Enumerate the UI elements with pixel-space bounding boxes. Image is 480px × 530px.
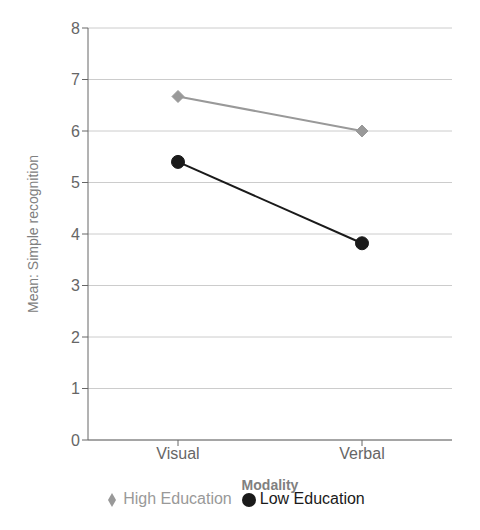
html-text:Low Education: Low Education — [259, 490, 365, 507]
svg-text:Modality: Modality — [242, 477, 299, 493]
svg-text:4: 4 — [71, 226, 80, 243]
svg-text:Visual: Visual — [156, 445, 199, 462]
svg-text:0: 0 — [71, 432, 80, 449]
svg-text:2: 2 — [71, 329, 80, 346]
svg-text:5: 5 — [71, 174, 80, 191]
svg-text:6: 6 — [71, 123, 80, 140]
svg-text:Mean: Simple recognition: Mean: Simple recognition — [25, 155, 41, 313]
svg-text:3: 3 — [71, 277, 80, 294]
svg-text:7: 7 — [71, 71, 80, 88]
svg-text:8: 8 — [71, 20, 80, 37]
svg-text:1: 1 — [71, 380, 80, 397]
svg-text:Verbal: Verbal — [339, 445, 384, 462]
html-text:High Education: High Education — [123, 490, 232, 507]
